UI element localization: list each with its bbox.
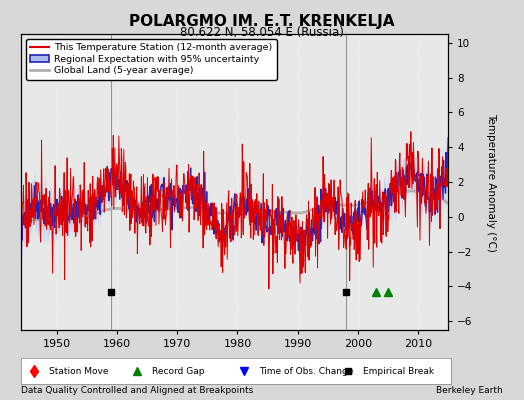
Text: Time of Obs. Change: Time of Obs. Change [259, 366, 354, 376]
Text: Empirical Break: Empirical Break [363, 366, 434, 376]
Text: 80.622 N, 58.054 E (Russia): 80.622 N, 58.054 E (Russia) [180, 26, 344, 39]
Y-axis label: Temperature Anomaly (°C): Temperature Anomaly (°C) [486, 112, 496, 252]
Text: POLARGMO IM. E.T. KRENKELJA: POLARGMO IM. E.T. KRENKELJA [129, 14, 395, 29]
Text: Record Gap: Record Gap [152, 366, 204, 376]
Text: Data Quality Controlled and Aligned at Breakpoints: Data Quality Controlled and Aligned at B… [21, 386, 253, 395]
Text: Berkeley Earth: Berkeley Earth [436, 386, 503, 395]
Text: Station Move: Station Move [49, 366, 108, 376]
Legend: This Temperature Station (12-month average), Regional Expectation with 95% uncer: This Temperature Station (12-month avera… [26, 39, 277, 80]
